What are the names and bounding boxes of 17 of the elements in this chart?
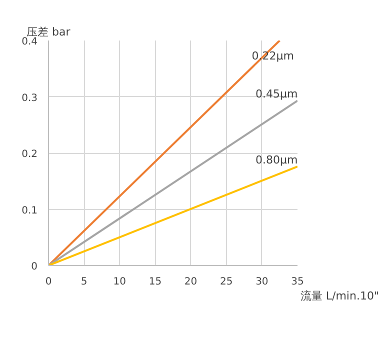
y-tick-label: 0.2 (22, 149, 38, 160)
series-label: 0.45μm (256, 88, 298, 101)
x-tick-label: 25 (220, 276, 233, 288)
x-axis-title: 流量 L/min.10" (300, 290, 380, 302)
y-tick-label: 0 (31, 262, 38, 272)
y-tick-label: 0.1 (22, 205, 38, 216)
x-tick-label: 10 (113, 276, 126, 288)
x-tick-label: 30 (256, 276, 268, 288)
y-tick-label: 0.4 (22, 36, 38, 48)
series-label: 0.80μm (256, 154, 298, 166)
y-axis-title: 压差 bar (26, 26, 71, 38)
x-tick-label: 0 (45, 276, 52, 288)
x-tick-label: 35 (291, 276, 304, 288)
x-tick-label: 20 (184, 276, 198, 288)
x-tick-label: 15 (148, 276, 162, 288)
y-tick-label: 0.3 (22, 92, 38, 104)
x-tick-label: 5 (80, 276, 88, 288)
